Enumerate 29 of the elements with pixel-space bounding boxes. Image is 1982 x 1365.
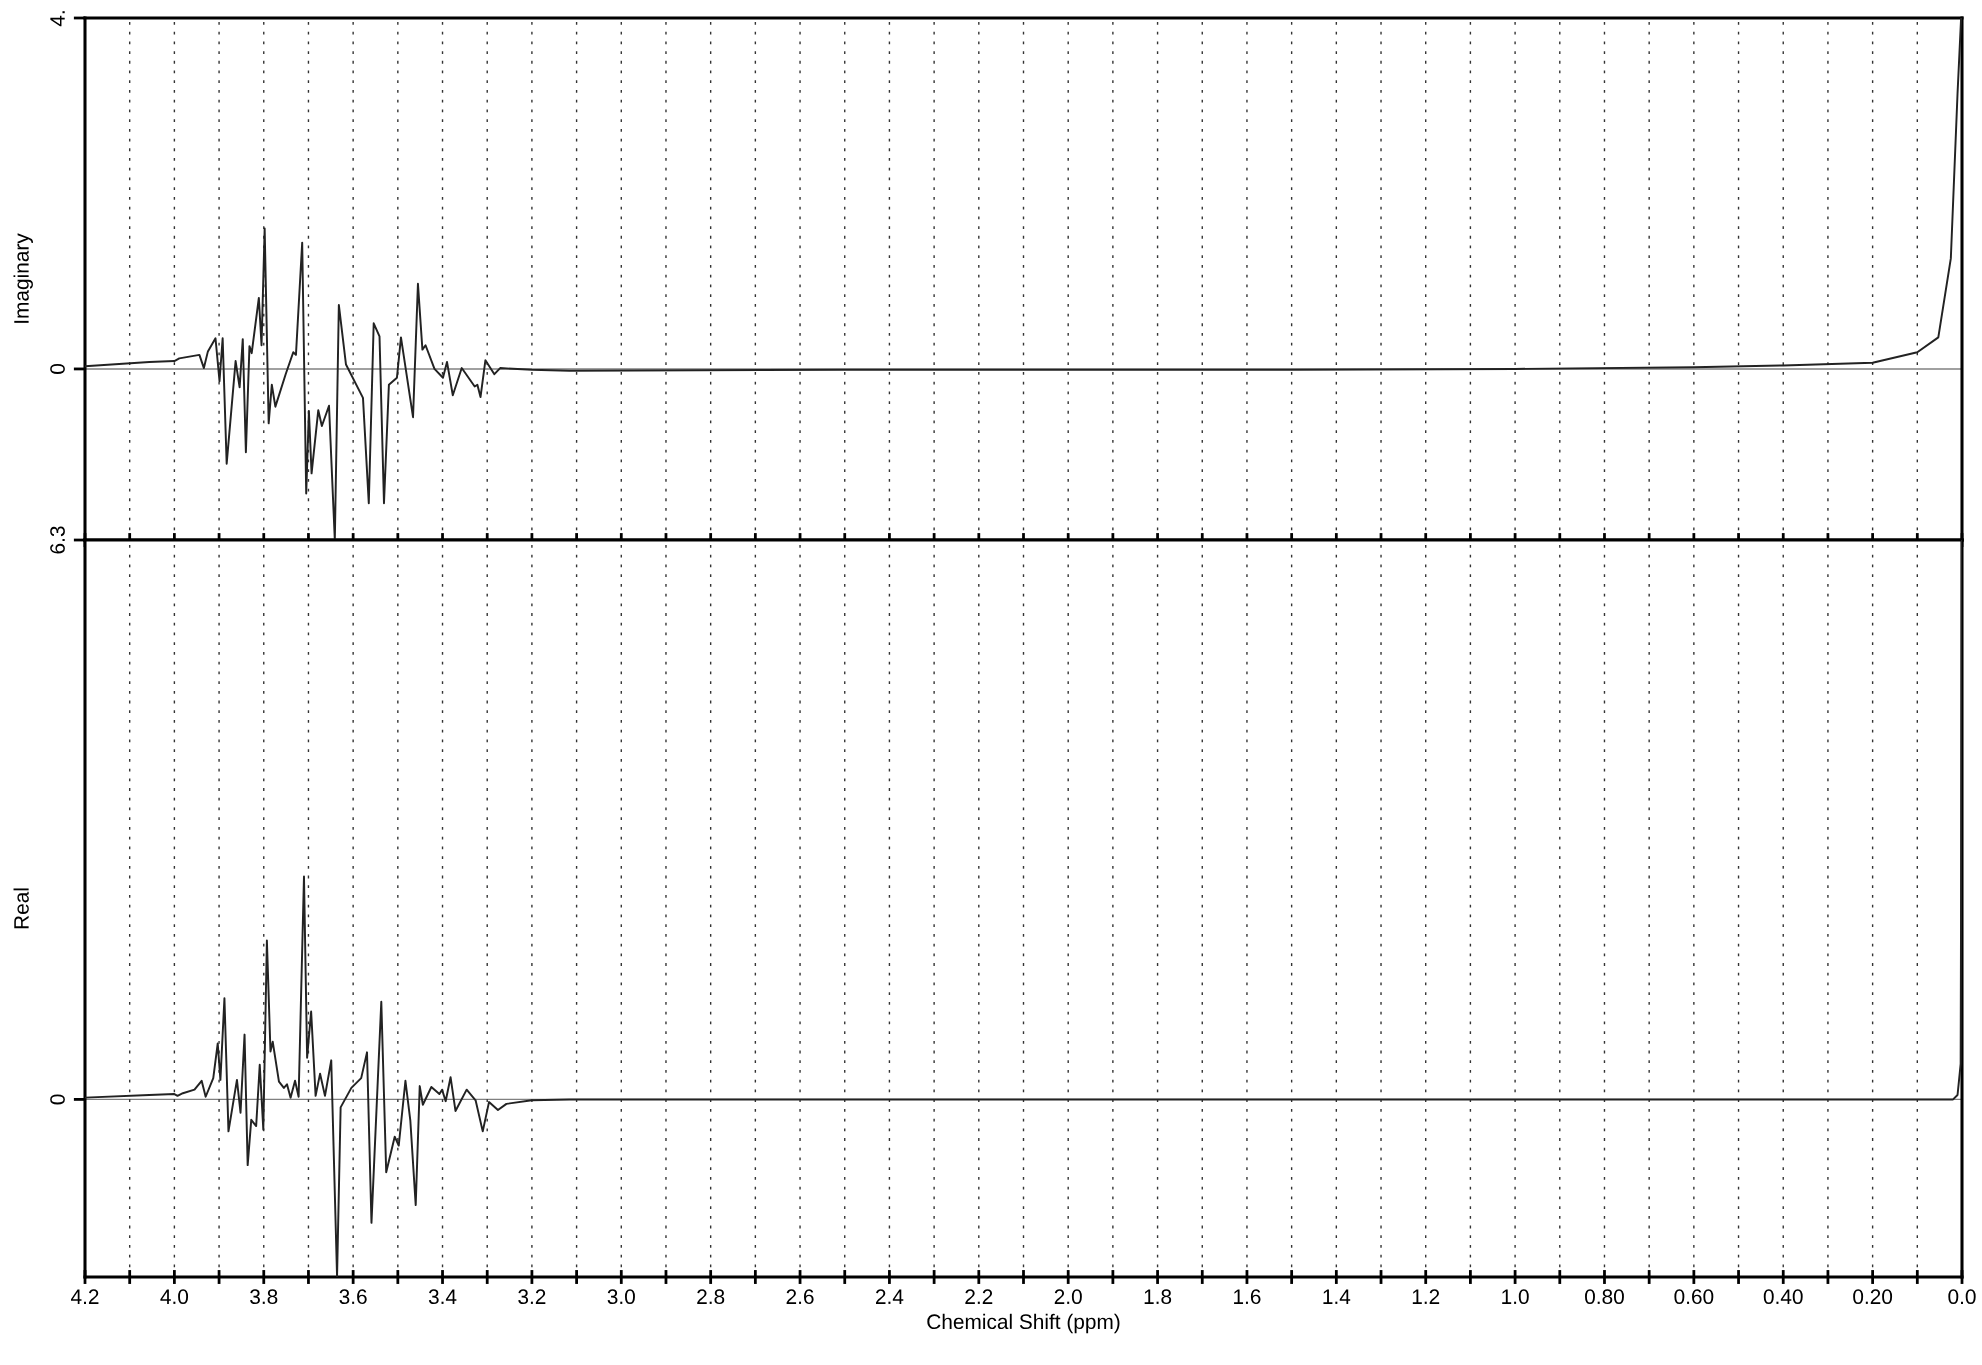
x-tick-label: 0.60	[1674, 1289, 1714, 1305]
x-tick-label: 2.8	[697, 1289, 725, 1305]
x-tick-label: 2.4	[876, 1289, 904, 1304]
x-tick-label: 1.2	[1412, 1289, 1440, 1304]
x-tick-label: 4.2	[71, 1289, 99, 1304]
x-tick-label: 0.80	[1585, 1289, 1624, 1305]
y-axis-title: Imaginary	[13, 233, 33, 323]
x-tick-label: 1.8	[1144, 1289, 1172, 1305]
y-tick-label: 6.3	[50, 526, 65, 554]
x-tick-label: 2.2	[965, 1289, 993, 1304]
x-tick-label: 0.20	[1853, 1289, 1893, 1305]
x-tick-label: 3.2	[518, 1289, 546, 1305]
x-tick-label: 1.0	[1502, 1289, 1529, 1305]
x-tick-label: 1.4	[1323, 1289, 1351, 1304]
x-tick-label: 0.40	[1763, 1289, 1803, 1305]
x-tick-label: 3.8	[250, 1289, 278, 1305]
x-tick-label: 3.0	[607, 1289, 635, 1305]
x-tick-label: 3.4	[428, 1289, 457, 1305]
y-tick-label: 4.	[50, 11, 65, 27]
x-tick-label: 3.6	[339, 1289, 367, 1305]
y-tick-label: 0	[50, 1094, 65, 1105]
x-tick-label: 0.0	[1948, 1289, 1976, 1305]
x-tick-label: 4.0	[160, 1289, 189, 1305]
x-tick-label: 2.6	[786, 1289, 814, 1305]
y-axis-title: Real	[13, 888, 29, 929]
x-axis-title: Chemical Shift (ppm)	[927, 1313, 1120, 1334]
y-tick-label: 0	[50, 363, 65, 374]
x-tick-label: 1.6	[1234, 1289, 1261, 1305]
x-tick-label: 2.0	[1054, 1289, 1082, 1305]
